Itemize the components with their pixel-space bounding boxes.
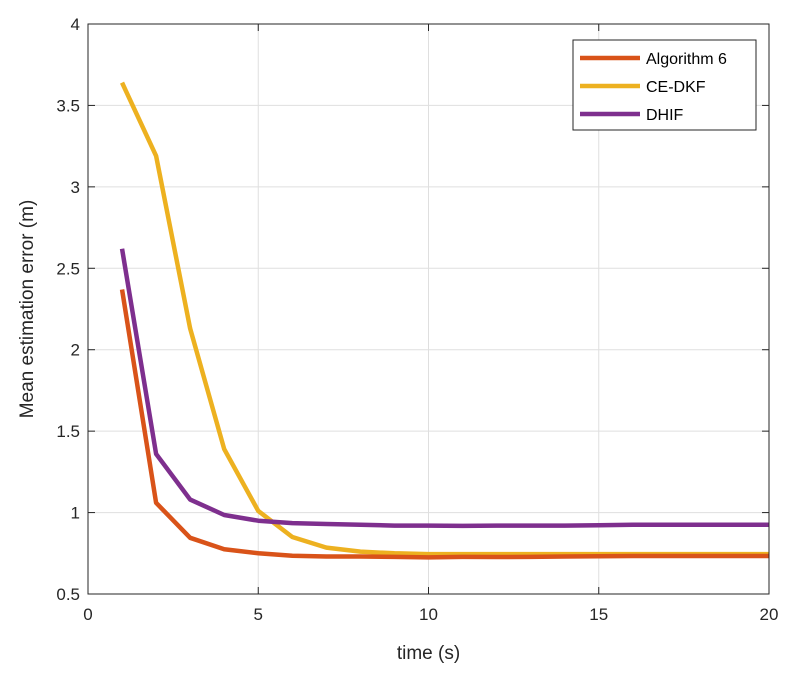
x-tick-label: 10 [419,605,438,624]
y-tick-label: 3.5 [56,96,80,115]
legend: Algorithm 6 CE-DKF DHIF [572,39,757,131]
x-axis-title: time (s) [397,643,460,664]
y-tick-label: 4 [71,15,80,34]
tick-labels: 0 5 10 15 20 0.5 1 1.5 2 2.5 3 3.5 4 [56,15,778,624]
legend-label-dhif: DHIF [646,107,684,124]
y-tick-label: 2 [71,341,80,360]
series-line-dhif [119,248,769,529]
series-layer [119,81,769,560]
series-line-algorithm-6 [119,289,769,560]
y-tick-label: 1.5 [56,422,80,441]
x-tick-label: 20 [760,605,779,624]
legend-label-ce-dkf: CE-DKF [646,79,706,96]
y-tick-label: 1 [71,504,80,523]
y-tick-label: 0.5 [56,585,80,604]
y-tick-label: 3 [71,178,80,197]
x-tick-label: 5 [254,605,263,624]
legend-label-algorithm-6: Algorithm 6 [646,51,727,68]
y-tick-label: 2.5 [56,259,80,278]
x-tick-label: 0 [83,605,92,624]
x-tick-label: 15 [589,605,608,624]
ticks [87,23,770,595]
y-axis-title: Mean estimation error (m) [17,200,38,419]
